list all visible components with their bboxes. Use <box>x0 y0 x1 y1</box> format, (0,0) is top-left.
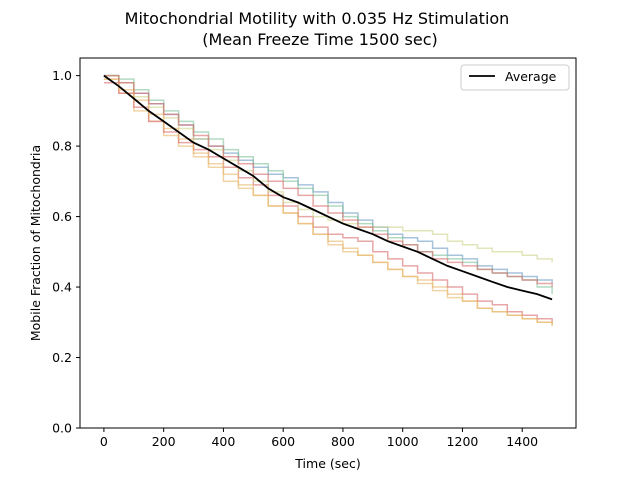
x-axis-label: Time (sec) <box>294 456 360 471</box>
y-tick-label: 0.6 <box>52 209 72 224</box>
trace-line-3 <box>103 74 553 295</box>
trace-line-6 <box>103 74 553 287</box>
legend-box <box>460 64 570 91</box>
y-axis-label: Mobile Fraction of Mitochondria <box>28 145 43 341</box>
y-tick-label: 1.0 <box>52 68 72 83</box>
legend: Average <box>460 64 570 91</box>
trace-line-5 <box>103 78 553 326</box>
y-tick-label: 0.8 <box>52 139 72 154</box>
y-tick-label: 0.0 <box>52 421 72 436</box>
plot-frame <box>79 57 577 429</box>
chart-title: Mitochondrial Motility with 0.035 Hz Sti… <box>125 9 510 28</box>
trace-line-2 <box>103 74 553 284</box>
x-tick-label: 200 <box>152 434 176 449</box>
x-tick-label: 400 <box>211 434 235 449</box>
y-tick-label: 0.4 <box>52 280 72 295</box>
x-tick-label: 1200 <box>447 434 479 449</box>
x-tick-label: 800 <box>331 434 355 449</box>
x-axis: 0 200 400 600 800 1000 1200 1400 <box>100 428 538 449</box>
chart-subtitle: (Mean Freeze Time 1500 sec) <box>202 30 437 49</box>
x-tick-label: 600 <box>271 434 295 449</box>
x-tick-label: 0 <box>100 434 108 449</box>
plot-area <box>103 74 553 326</box>
average-line <box>103 74 553 301</box>
legend-label-average: Average <box>505 69 557 84</box>
x-tick-label: 1400 <box>506 434 538 449</box>
y-axis: 0.0 0.2 0.4 0.6 0.8 1.0 <box>52 68 80 436</box>
y-tick-label: 0.2 <box>52 350 72 365</box>
x-tick-label: 1000 <box>387 434 419 449</box>
